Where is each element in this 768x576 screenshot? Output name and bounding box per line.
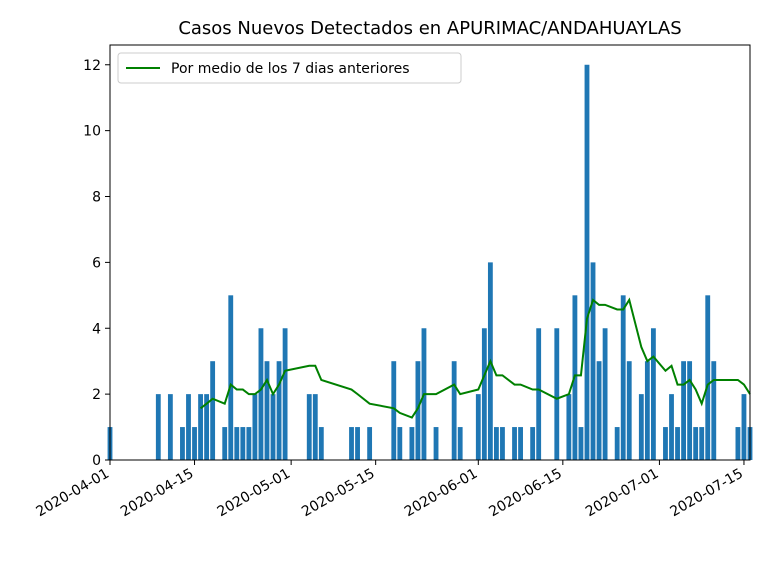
bar (258, 328, 264, 460)
bar (264, 361, 270, 460)
bar (222, 427, 228, 460)
bar (699, 427, 705, 460)
bar (240, 427, 246, 460)
bar (252, 394, 258, 460)
bar (687, 361, 693, 460)
bar (367, 427, 373, 460)
bar (530, 427, 536, 460)
bar (536, 328, 542, 460)
bar (663, 427, 668, 460)
bar (312, 394, 318, 460)
bar (590, 262, 596, 460)
y-tick-label: 6 (92, 255, 101, 271)
x-tick-label: 2020-04-15 (118, 466, 196, 521)
y-tick-label: 10 (83, 124, 101, 140)
bar (349, 427, 354, 460)
legend-label: Por medio de los 7 dias anteriores (171, 61, 410, 77)
bar (270, 394, 276, 460)
bar (596, 361, 602, 460)
bar (602, 328, 608, 460)
bar (397, 427, 403, 460)
y-tick-label: 12 (83, 58, 101, 74)
bar (210, 361, 216, 460)
bar (234, 427, 240, 460)
legend-box (117, 52, 462, 84)
y-tick-label: 4 (92, 321, 101, 337)
bar (180, 427, 185, 460)
moving-average-line (199, 297, 751, 419)
bar (246, 427, 252, 460)
y-tick-label: 0 (92, 453, 101, 469)
bar (391, 361, 397, 460)
x-tick-label: 2020-07-01 (583, 466, 661, 521)
bar-series (107, 64, 753, 460)
bar (578, 427, 584, 460)
bar (693, 427, 699, 460)
y-tick-label: 8 (92, 190, 101, 206)
bar (711, 361, 717, 460)
x-tick-label: 2020-05-01 (215, 466, 293, 521)
x-tick-label: 2020-07-15 (667, 466, 745, 521)
bar (518, 427, 523, 460)
bar (433, 427, 439, 460)
bar (620, 295, 626, 460)
bar (614, 427, 620, 460)
bar (669, 394, 674, 460)
bar (681, 361, 686, 460)
bar (192, 427, 197, 460)
bar (276, 361, 282, 460)
y-axis: 0 2 4 6 8 10 12 (83, 58, 110, 469)
bar (318, 427, 324, 460)
bar (481, 328, 487, 460)
bar (650, 328, 656, 460)
bar (512, 427, 517, 460)
x-tick-label: 2020-06-15 (486, 466, 564, 521)
chart-title: Casos Nuevos Detectados en APURIMAC/ANDA… (178, 18, 681, 39)
bar (186, 394, 191, 460)
bar (228, 295, 234, 460)
bar (705, 295, 711, 460)
y-tick-label: 2 (92, 387, 101, 403)
bar (566, 394, 572, 460)
bar (409, 427, 415, 460)
bar (282, 328, 288, 460)
legend: Por medio de los 7 dias anteriores (117, 52, 462, 84)
bar (675, 427, 680, 460)
bar (584, 64, 590, 460)
bar (494, 427, 499, 460)
bar (638, 394, 644, 460)
bar (167, 394, 173, 460)
series-line (199, 297, 751, 419)
bar (355, 427, 360, 460)
x-axis: 2020-04-01 2020-04-15 2020-05-01 2020-05-15… (34, 460, 746, 520)
bar (500, 427, 505, 460)
bar (475, 394, 481, 460)
bar (626, 361, 632, 460)
x-tick-label: 2020-06-01 (402, 466, 480, 521)
bar (306, 394, 312, 460)
bar (204, 394, 210, 460)
bar (554, 328, 560, 460)
bar (644, 361, 650, 460)
bar (457, 427, 463, 460)
bar (451, 361, 457, 460)
bar (415, 361, 421, 460)
plot-frame (109, 44, 751, 461)
bar (741, 394, 747, 460)
bar (735, 427, 741, 460)
x-tick-label: 2020-05-15 (299, 466, 377, 521)
bar (155, 394, 161, 460)
bar (198, 394, 203, 460)
x-tick-label: 2020-04-01 (34, 466, 112, 521)
